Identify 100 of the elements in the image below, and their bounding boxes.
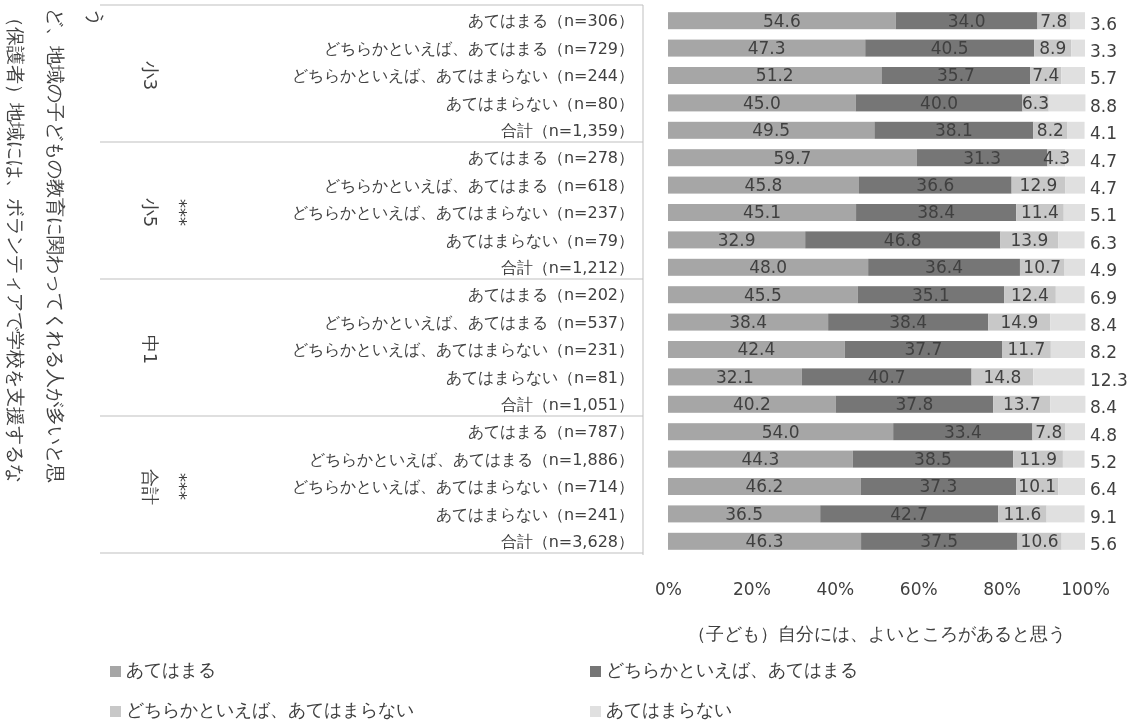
x-tick-label: 20% (733, 579, 771, 600)
bar (668, 423, 894, 441)
y-tick-label: あてはまる（n=202） (467, 285, 634, 305)
y-tick-label: あてはまる（n=787） (467, 422, 634, 442)
data-label: 11.9 (1019, 449, 1058, 470)
bar (668, 121, 875, 139)
data-label: 12.9 (1019, 175, 1058, 196)
data-label: 54.0 (761, 421, 800, 442)
bar (668, 286, 858, 304)
x-tick-label: 80% (983, 579, 1021, 600)
bar (1058, 231, 1085, 249)
data-label: 32.1 (716, 366, 754, 387)
data-label: 6.3 (1090, 232, 1118, 253)
bar (852, 450, 1014, 468)
data-label: 45.0 (742, 92, 781, 113)
data-label: 14.9 (1000, 312, 1039, 333)
bar (668, 368, 802, 386)
bar (1067, 121, 1085, 139)
data-label: 12.4 (1011, 284, 1049, 305)
bar (860, 478, 1017, 495)
bar (820, 505, 999, 523)
bar (1048, 94, 1086, 112)
y-tick-label: あてはまる（n=278） (467, 148, 634, 168)
y-tick-label: どちらかといえば、あてはまる（n=537） (323, 312, 634, 332)
bar (668, 532, 862, 550)
bar (893, 423, 1033, 441)
data-label: 49.5 (752, 120, 791, 141)
x-tick-label: 0% (655, 579, 682, 600)
bar (668, 231, 806, 249)
data-label: 59.7 (773, 147, 812, 168)
x-tick-label: 40% (816, 579, 855, 600)
bar (668, 313, 829, 331)
data-label: 4.7 (1090, 178, 1118, 199)
bar (668, 341, 845, 358)
data-label: 38.4 (729, 312, 767, 333)
y-tick-label: 合計（n=3,628） (500, 531, 634, 551)
data-label: 47.3 (747, 38, 786, 59)
data-label: 11.7 (1007, 339, 1046, 360)
bar (1064, 258, 1085, 276)
bar (1050, 395, 1086, 413)
data-label: 4.8 (1090, 424, 1118, 445)
data-label: 4.1 (1090, 123, 1118, 144)
bar (861, 532, 1018, 550)
bar (881, 67, 1031, 84)
bar (1063, 204, 1085, 221)
legend-label: どちらかといえば、あてはまらない (126, 699, 414, 720)
data-label: 5.7 (1090, 68, 1118, 89)
data-label: 36.5 (725, 503, 764, 524)
data-label: 8.2 (1090, 342, 1118, 363)
bar (1061, 532, 1085, 550)
bar (1069, 12, 1085, 30)
data-label: 46.3 (745, 531, 784, 552)
data-label: 14.8 (983, 366, 1022, 387)
y-tick-label: 合計（n=1,359） (500, 120, 634, 140)
data-label: 8.9 (1039, 38, 1067, 59)
data-label: 8.8 (1090, 95, 1118, 116)
data-label: 9.1 (1090, 506, 1118, 527)
bar (668, 258, 869, 276)
data-label: 3.6 (1090, 13, 1118, 34)
bar (856, 204, 1017, 221)
data-label: 51.2 (755, 65, 794, 86)
bar (668, 39, 866, 57)
bar (1071, 39, 1085, 57)
bar (1065, 176, 1085, 194)
data-label: 10.1 (1018, 476, 1057, 497)
text: 合計 (139, 468, 161, 505)
data-label: 5.2 (1090, 452, 1118, 473)
bar (857, 286, 1005, 304)
data-label: 3.3 (1090, 41, 1118, 62)
bar (1058, 478, 1085, 495)
bar (668, 478, 861, 495)
bar (895, 12, 1038, 30)
bar (865, 39, 1035, 57)
bar (668, 67, 882, 84)
text: 中1 (139, 334, 161, 365)
text: （保護者）地域には、ボランティアで学校を支援するなど、地域の子どもの教育に関わってくれる人が多いと思う (5, 8, 108, 483)
data-label: 12.3 (1090, 369, 1127, 390)
legend-label: あてはまらない (606, 699, 732, 720)
x-tick-label: 100% (1061, 579, 1110, 600)
data-label: 5.6 (1090, 534, 1118, 555)
data-label: 6.4 (1090, 479, 1118, 500)
y-tick-label: どちらかといえば、あてはまる（n=1,886） (308, 449, 634, 469)
y-tick-label: どちらかといえば、あてはまる（n=618） (323, 175, 634, 195)
data-label: 7.8 (1035, 421, 1063, 442)
data-label: 4.7 (1090, 150, 1118, 171)
data-label: 11.4 (1021, 202, 1059, 223)
bar (668, 204, 857, 221)
bar (668, 12, 896, 30)
data-label: 13.7 (1002, 394, 1041, 415)
bar (1033, 368, 1085, 386)
data-label: 6.9 (1090, 287, 1118, 308)
data-label: 4.9 (1090, 260, 1118, 281)
y-tick-label: あてはまらない（n=241） (435, 504, 634, 524)
data-label: 48.0 (749, 257, 788, 278)
bar (835, 395, 994, 413)
text: *** (169, 199, 191, 226)
data-label: 8.4 (1090, 397, 1118, 418)
bar (801, 368, 972, 386)
data-label: 10.6 (1020, 531, 1059, 552)
bar (668, 94, 856, 112)
